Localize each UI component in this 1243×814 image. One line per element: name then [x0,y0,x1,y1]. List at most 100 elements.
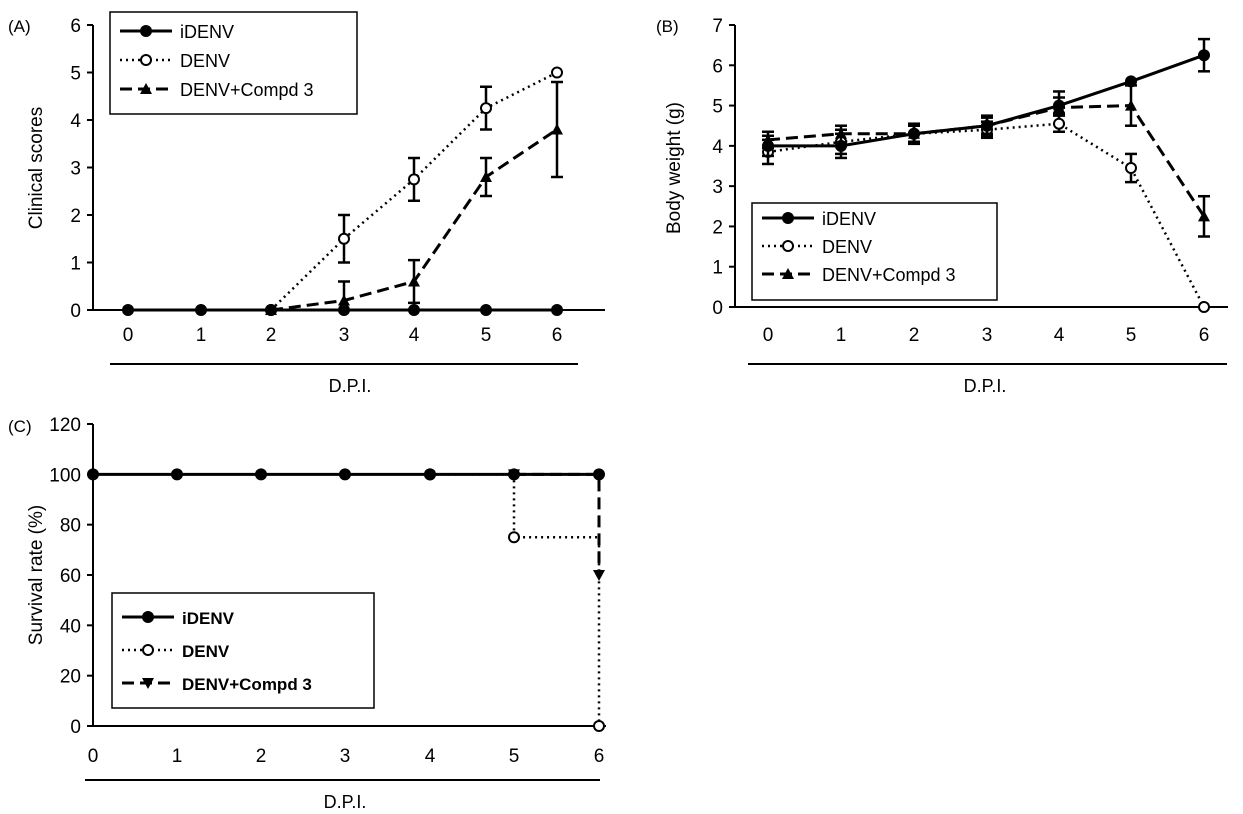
legend-box [111,592,375,709]
data-point [1198,49,1210,62]
series-idenv [87,468,605,481]
legend-entry: iDENV [180,22,234,42]
data-point [508,531,520,544]
panel-label: (A) [8,17,31,36]
legend: iDENV DENV DENV+Compd 3 [109,11,358,115]
panel-label: (B) [656,17,679,36]
data-point [87,468,99,481]
data-point [408,275,420,287]
legend: iDENV DENV DENV+Compd 3 [751,202,998,301]
y-tick-label: 3 [712,177,723,198]
x-tick-label: 1 [836,325,847,346]
data-point [255,468,267,481]
x-tick-label: 6 [594,746,605,767]
data-point [1053,99,1065,112]
data-point [762,139,774,152]
legend: iDENV DENV DENV+Compd 3 [111,592,375,709]
data-point [480,102,492,115]
y-tick-label: 1 [70,254,81,275]
y-tick-label: 100 [49,465,81,486]
legend-swatch-marker [142,678,154,689]
y-tick-label: 6 [712,56,723,77]
legend-swatch-marker [782,240,794,252]
data-point [171,468,183,481]
data-point [1125,99,1137,111]
legend-swatch-marker [782,212,794,224]
series-denv [424,468,605,732]
legend-entry: DENV+Compd 3 [180,80,314,100]
y-tick-label: 20 [60,667,81,688]
x-tick-label: 0 [88,746,99,767]
data-point [195,304,207,316]
y-tick-label: 6 [70,16,81,37]
data-point [1198,210,1210,222]
series-idenv [762,37,1210,160]
data-point [338,294,350,306]
x-tick-label: 1 [172,746,183,767]
series-idenv [122,304,563,316]
x-tick-label: 2 [909,325,920,346]
chart-panel-a: (A) 0 1 2 3 4 5 6 0 1 2 3 4 5 6 D.P.I. Clinical scores iD… [8,11,605,396]
y-tick-label: 0 [70,717,81,738]
y-axis-label: Body weight (g) [664,102,685,234]
data-point [338,232,350,245]
data-point [408,173,420,186]
legend-entry: iDENV [182,609,235,628]
legend-swatch-marker [140,54,152,66]
data-point [1125,75,1137,88]
chart-panel-c: (C) 0 20 40 60 80 100 120 0 1 2 3 4 5 6 D.P.I. Survival … [8,415,606,812]
x-tick-label: 2 [266,325,277,346]
legend-swatch-marker [142,644,154,656]
data-point [424,468,436,481]
x-tick-label: 3 [339,325,350,346]
y-tick-label: 5 [712,97,723,118]
chart-panel-b: (B) 0 1 2 3 4 5 6 7 0 1 2 3 4 5 6 D.P.I. Body weight (g) i… [656,16,1228,396]
data-point [551,123,563,135]
y-tick-label: 40 [60,616,81,637]
x-tick-label: 4 [425,746,436,767]
x-tick-label: 1 [196,325,207,346]
legend-entry: DENV [180,51,230,71]
data-point [508,468,520,481]
series-line [514,472,601,575]
data-point [339,468,351,481]
x-axis-label: D.P.I. [964,376,1007,396]
x-tick-label: 4 [409,325,420,346]
data-point [835,139,847,152]
legend-swatch-marker [140,25,152,37]
x-tick-label: 5 [509,746,520,767]
y-tick-label: 0 [70,301,81,322]
y-tick-label: 4 [70,111,81,132]
x-tick-label: 5 [481,325,492,346]
data-point [338,304,350,316]
data-point [593,720,605,732]
data-point [122,304,134,316]
y-tick-label: 120 [49,415,81,436]
y-tick-label: 1 [712,258,723,279]
x-tick-label: 6 [552,325,563,346]
x-tick-label: 0 [123,325,134,346]
data-point [593,468,605,481]
legend-entry: DENV [182,642,230,661]
data-point [265,304,277,316]
x-axis-label: D.P.I. [324,792,367,812]
y-tick-label: 80 [60,516,81,537]
y-tick-label: 3 [70,159,81,180]
data-point [981,119,993,132]
panel-label: (C) [8,417,32,436]
data-point [551,304,563,316]
series-denv-compd-3 [508,469,605,581]
y-tick-label: 2 [70,206,81,227]
x-tick-label: 5 [1126,325,1137,346]
legend-entry: DENV+Compd 3 [182,675,312,694]
y-tick-label: 7 [712,16,723,37]
y-axis-label: Clinical scores [26,107,47,229]
data-point [1198,301,1210,313]
data-point [908,127,920,140]
y-tick-label: 4 [712,137,723,158]
legend-entry: DENV [822,237,872,257]
x-tick-label: 4 [1054,325,1065,346]
legend-swatch-marker [140,83,152,94]
x-tick-label: 3 [982,325,993,346]
data-point [1125,162,1137,175]
